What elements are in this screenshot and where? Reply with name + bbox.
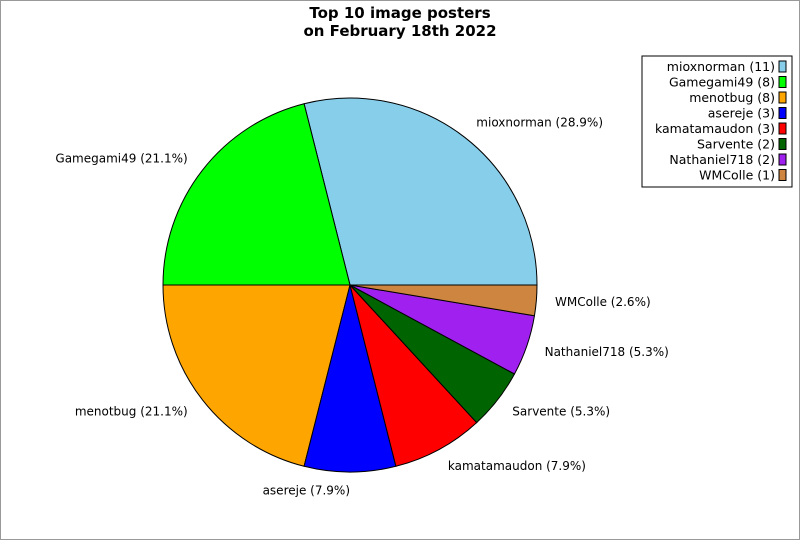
legend-label-gamegami49: Gamegami49 (8)	[669, 75, 775, 90]
legend-swatch-mioxnorman	[778, 60, 787, 73]
pie-slice-menotbug	[162, 284, 351, 467]
legend-label-menotbug: menotbug (8)	[689, 90, 775, 105]
slice-label-menotbug: menotbug (21.1%)	[75, 404, 188, 418]
pie-slice-kamatamaudon	[349, 284, 478, 467]
pie-slice-gamegami49	[162, 103, 351, 286]
legend-swatch-gamegami49	[778, 76, 787, 88]
pie-slice-asereje	[303, 284, 397, 473]
pie-slice-mioxnorman	[303, 97, 538, 286]
slice-label-gamegami49: Gamegami49 (21.1%)	[55, 152, 187, 166]
legend-swatch-menotbug	[778, 91, 787, 104]
legend-label-mioxnorman: mioxnorman (11)	[667, 59, 775, 74]
pie-slices	[162, 97, 538, 473]
legend: mioxnorman (11)Gamegami49 (8)menotbug (8…	[641, 55, 793, 188]
legend-swatch-wmcolle	[778, 169, 787, 181]
legend-label-kamatamaudon: kamatamaudon (3)	[655, 121, 775, 136]
legend-swatch-nathaniel718	[778, 153, 787, 166]
chart-title: Top 10 image posters on February 18th 20…	[303, 4, 496, 40]
slice-label-mioxnorman: mioxnorman (28.9%)	[476, 116, 603, 130]
legend-swatch-asereje	[778, 107, 787, 119]
chart-title-line-2: on February 18th 2022	[303, 22, 496, 40]
pie-slice-wmcolle	[349, 284, 538, 317]
legend-label-sarvente: Sarvente (2)	[697, 137, 775, 152]
legend-swatch-kamatamaudon	[778, 122, 787, 135]
legend-box	[641, 55, 793, 188]
legend-label-asereje: asereje (3)	[708, 106, 775, 121]
legend-label-wmcolle: WMColle (1)	[699, 168, 775, 183]
legend-swatch-sarvente	[778, 138, 787, 150]
slice-label-nathaniel718: Nathaniel718 (5.3%)	[545, 345, 669, 359]
slice-label-kamatamaudon: kamatamaudon (7.9%)	[448, 459, 586, 473]
slice-labels: mioxnorman (28.9%) Gamegami49 (21.1%) meno…	[55, 116, 668, 498]
chart-title-line-1: Top 10 image posters	[309, 4, 490, 22]
slice-label-asereje: asereje (7.9%)	[263, 484, 350, 498]
slice-label-sarvente: Sarvente (5.3%)	[512, 404, 610, 418]
legend-label-nathaniel718: Nathaniel718 (2)	[669, 152, 775, 167]
slice-label-wmcolle: WMColle (2.6%)	[555, 295, 651, 309]
